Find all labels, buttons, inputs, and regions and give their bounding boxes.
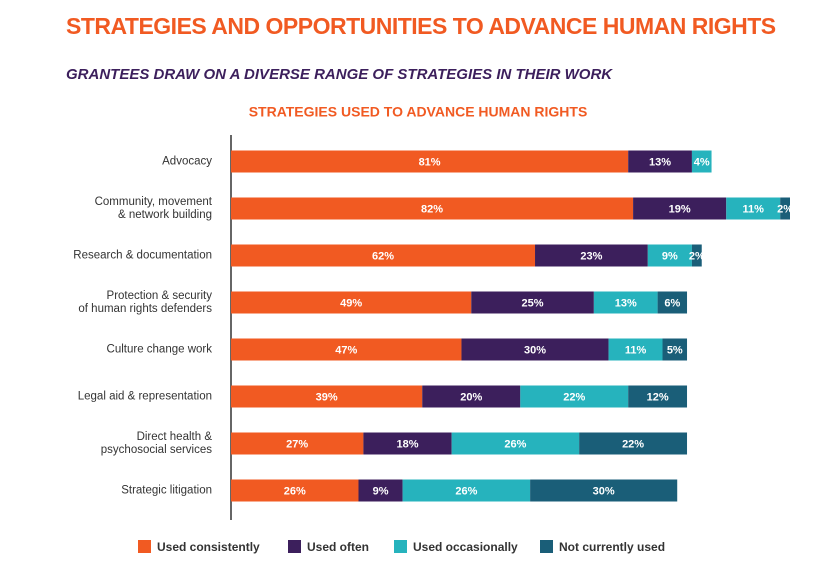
- data-label: 23%: [580, 250, 602, 262]
- bar-segment: [530, 479, 678, 502]
- category-label: Research & documentation: [73, 250, 212, 262]
- data-label: 82%: [421, 203, 443, 215]
- category-label: Strategic litigation: [121, 485, 212, 497]
- plot-title: STRATEGIES USED TO ADVANCE HUMAN RIGHTS: [249, 104, 588, 120]
- data-label: 18%: [397, 438, 419, 450]
- bar-segment: [422, 385, 521, 408]
- legend-swatch: [288, 540, 301, 553]
- chart-title: STRATEGIES AND OPPORTUNITIES TO ADVANCE …: [66, 13, 776, 39]
- category-label: Community, movement & network building: [95, 196, 213, 221]
- chart-subtitle: GRANTEES DRAW ON A DIVERSE RANGE OF STRA…: [66, 66, 613, 83]
- bar-segment: [471, 291, 594, 314]
- data-label: 26%: [455, 485, 477, 497]
- data-label: 26%: [284, 485, 306, 497]
- bar-segment: [647, 244, 692, 267]
- data-label: 22%: [622, 438, 644, 450]
- bar-segment: [608, 338, 663, 361]
- data-label: 81%: [419, 156, 441, 168]
- data-label: 9%: [662, 250, 678, 262]
- data-label: 25%: [522, 297, 544, 309]
- bar-segment: [231, 479, 359, 502]
- data-label: 39%: [316, 391, 338, 403]
- legend-swatch: [138, 540, 151, 553]
- legend-swatch: [540, 540, 553, 553]
- bar-segment: [662, 338, 688, 361]
- data-label: 20%: [460, 391, 482, 403]
- legend-label: Not currently used: [559, 540, 665, 554]
- bar-segment: [579, 432, 688, 455]
- data-label: 62%: [372, 250, 394, 262]
- category-label: Direct health & psychosocial services: [101, 431, 213, 456]
- data-label: 4%: [694, 156, 710, 168]
- data-label: 49%: [340, 297, 362, 309]
- data-label: 11%: [625, 344, 647, 356]
- bar-segment: [231, 385, 423, 408]
- bar-segment: [520, 385, 629, 408]
- bar-segment: [780, 197, 790, 220]
- data-label: 27%: [286, 438, 308, 450]
- category-label: Protection & security of human rights def…: [78, 290, 212, 315]
- data-label: 11%: [743, 203, 765, 215]
- bar-segment: [593, 291, 658, 314]
- data-label: 2%: [689, 250, 705, 262]
- data-label: 12%: [647, 391, 669, 403]
- category-label: Advocacy: [162, 156, 212, 168]
- bar-segment: [535, 244, 648, 267]
- legend-swatch: [394, 540, 407, 553]
- data-label: 6%: [664, 297, 680, 309]
- bar-segment: [231, 150, 629, 173]
- bar-segment: [628, 385, 688, 408]
- category-label: Legal aid & representation: [78, 391, 212, 403]
- legend-label: Used consistently: [157, 540, 260, 554]
- bar-segment: [691, 150, 712, 173]
- bar-segment: [628, 150, 692, 173]
- bar-segment: [363, 432, 452, 455]
- data-label: 2%: [777, 203, 793, 215]
- bar-segment: [231, 244, 536, 267]
- bar-segment: [358, 479, 403, 502]
- bar-segment: [231, 338, 462, 361]
- bar-segment: [633, 197, 727, 220]
- bar-segment: [691, 244, 702, 267]
- bar-segment: [231, 197, 634, 220]
- data-label: 22%: [563, 391, 585, 403]
- bar-segment: [461, 338, 609, 361]
- legend-label: Used often: [307, 540, 369, 554]
- bar-segment: [726, 197, 781, 220]
- bar-segment: [231, 432, 364, 455]
- bar-segment: [231, 291, 472, 314]
- bar-segment: [657, 291, 688, 314]
- legend-label: Used occasionally: [413, 540, 518, 554]
- data-label: 13%: [649, 156, 671, 168]
- data-label: 26%: [504, 438, 526, 450]
- data-label: 30%: [593, 485, 615, 497]
- bar-segment: [451, 432, 580, 455]
- data-label: 30%: [524, 344, 546, 356]
- data-label: 5%: [667, 344, 683, 356]
- data-label: 47%: [335, 344, 357, 356]
- data-label: 13%: [615, 297, 637, 309]
- bar-segment: [402, 479, 531, 502]
- data-label: 9%: [373, 485, 389, 497]
- category-label: Culture change work: [107, 344, 213, 356]
- data-label: 19%: [669, 203, 691, 215]
